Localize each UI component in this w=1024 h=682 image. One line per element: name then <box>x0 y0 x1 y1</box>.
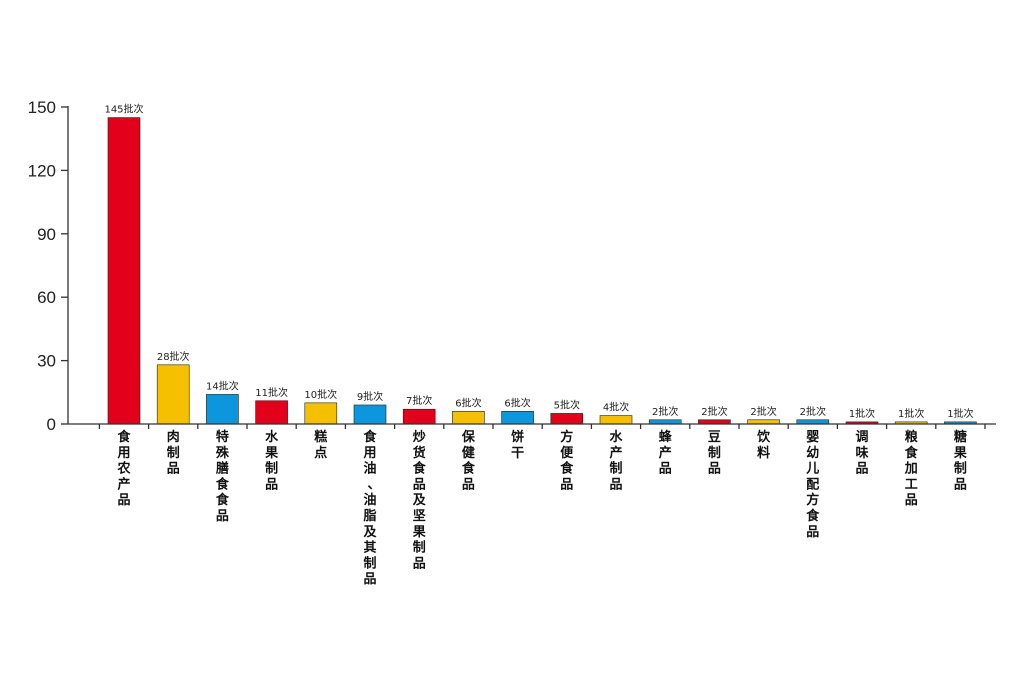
bar <box>206 394 239 425</box>
category-label: 调味品 <box>855 430 868 477</box>
bar <box>107 117 141 425</box>
category-label: 饼干 <box>511 429 524 461</box>
category-label: 方便食品 <box>560 429 574 492</box>
data-label: 28批次 <box>157 350 190 363</box>
data-label: 6批次 <box>504 396 530 409</box>
bar <box>501 411 534 425</box>
category-labels: 食用农产品 肉制品 特殊膳食食品 水果制品 糕点 食用油、油脂及其制品 炒货食品及坚果制品 保… <box>116 429 966 587</box>
y-axis-ticks: 0 30 60 90 120 150 <box>28 98 986 434</box>
category-label: 糖果制品 <box>953 429 967 492</box>
category-label: 食用农产品 <box>116 429 131 508</box>
data-label: 11批次 <box>255 386 288 399</box>
y-tick-label: 30 <box>37 352 56 371</box>
data-label: 2批次 <box>750 405 776 418</box>
category-label: 保健食品 <box>461 429 476 492</box>
category-label: 肉制品 <box>167 429 180 477</box>
bar <box>452 411 485 425</box>
y-tick-label: 60 <box>37 288 56 307</box>
data-label: 5批次 <box>554 398 580 411</box>
category-label: 特殊膳食食品 <box>216 429 230 524</box>
category-label: 婴幼儿配方食品 <box>805 429 820 540</box>
data-label: 145批次 <box>104 103 143 116</box>
bar <box>599 415 633 425</box>
y-tick-label: 150 <box>28 98 56 117</box>
bar <box>550 413 584 425</box>
category-label: 粮食加工品 <box>904 429 919 508</box>
data-label: 7批次 <box>406 394 432 407</box>
category-label: 饮料 <box>756 429 771 461</box>
bar <box>402 408 436 425</box>
category-label: 糕点 <box>313 429 327 461</box>
bars <box>107 117 977 425</box>
data-label: 10批次 <box>304 388 337 401</box>
bar <box>304 402 338 425</box>
data-label: 9批次 <box>357 390 383 403</box>
data-label: 1批次 <box>898 407 924 420</box>
bar <box>156 364 190 425</box>
y-tick-label: 90 <box>37 225 56 244</box>
category-label: 水果制品 <box>264 429 279 492</box>
category-label: 食用油、油脂及其制品 <box>362 429 380 587</box>
data-label: 4批次 <box>603 401 629 414</box>
data-label: 2批次 <box>652 405 678 418</box>
category-label: 蜂产品 <box>659 429 673 477</box>
y-tick-label: 0 <box>47 415 56 434</box>
data-label: 2批次 <box>800 405 826 418</box>
category-label: 豆制品 <box>708 430 721 477</box>
data-label: 2批次 <box>701 405 727 418</box>
category-label: 炒货食品及坚果制品 <box>412 430 427 571</box>
data-labels: 145批次 28批次 14批次 11批次 10批次 9批次 7批次 6批次 6批次 5批次 4批次 2… <box>104 103 973 420</box>
data-label: 6批次 <box>455 396 481 409</box>
y-tick-label: 120 <box>28 161 56 180</box>
category-label: 水产制品 <box>609 429 623 492</box>
data-label: 14批次 <box>206 379 239 392</box>
data-label: 1批次 <box>849 407 875 420</box>
bar <box>255 400 288 425</box>
bar <box>353 404 387 425</box>
data-label: 1批次 <box>947 407 973 420</box>
